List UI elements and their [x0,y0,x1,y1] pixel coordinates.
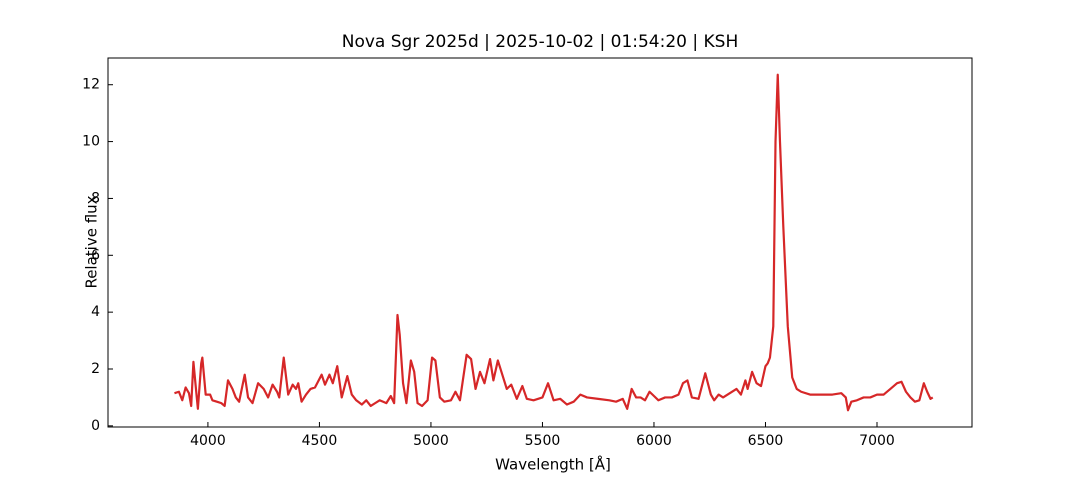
plot-frame [107,57,973,428]
x-tick-label: 6500 [748,433,784,449]
y-tick-label: 2 [91,361,100,377]
x-tick-label: 7000 [859,433,895,449]
x-tick-label: 4000 [190,433,226,449]
x-axis-label: Wavelength [Å] [495,455,611,474]
y-tick-label: 0 [91,418,100,434]
x-tick-label: 4500 [302,433,338,449]
spectrum-line [174,73,934,412]
x-tick-label: 5500 [525,433,561,449]
y-tick-label: 10 [82,134,100,150]
y-tick-label: 4 [91,304,100,320]
y-tick-label: 8 [91,190,100,206]
x-tick-label: 5000 [413,433,449,449]
chart-title: Nova Sgr 2025d | 2025-10-02 | 01:54:20 |… [342,32,739,52]
x-tick-label: 6000 [636,433,672,449]
y-tick-label: 6 [91,247,100,263]
y-tick-label: 12 [82,77,100,93]
y-axis-label: Relative flux [83,195,101,288]
